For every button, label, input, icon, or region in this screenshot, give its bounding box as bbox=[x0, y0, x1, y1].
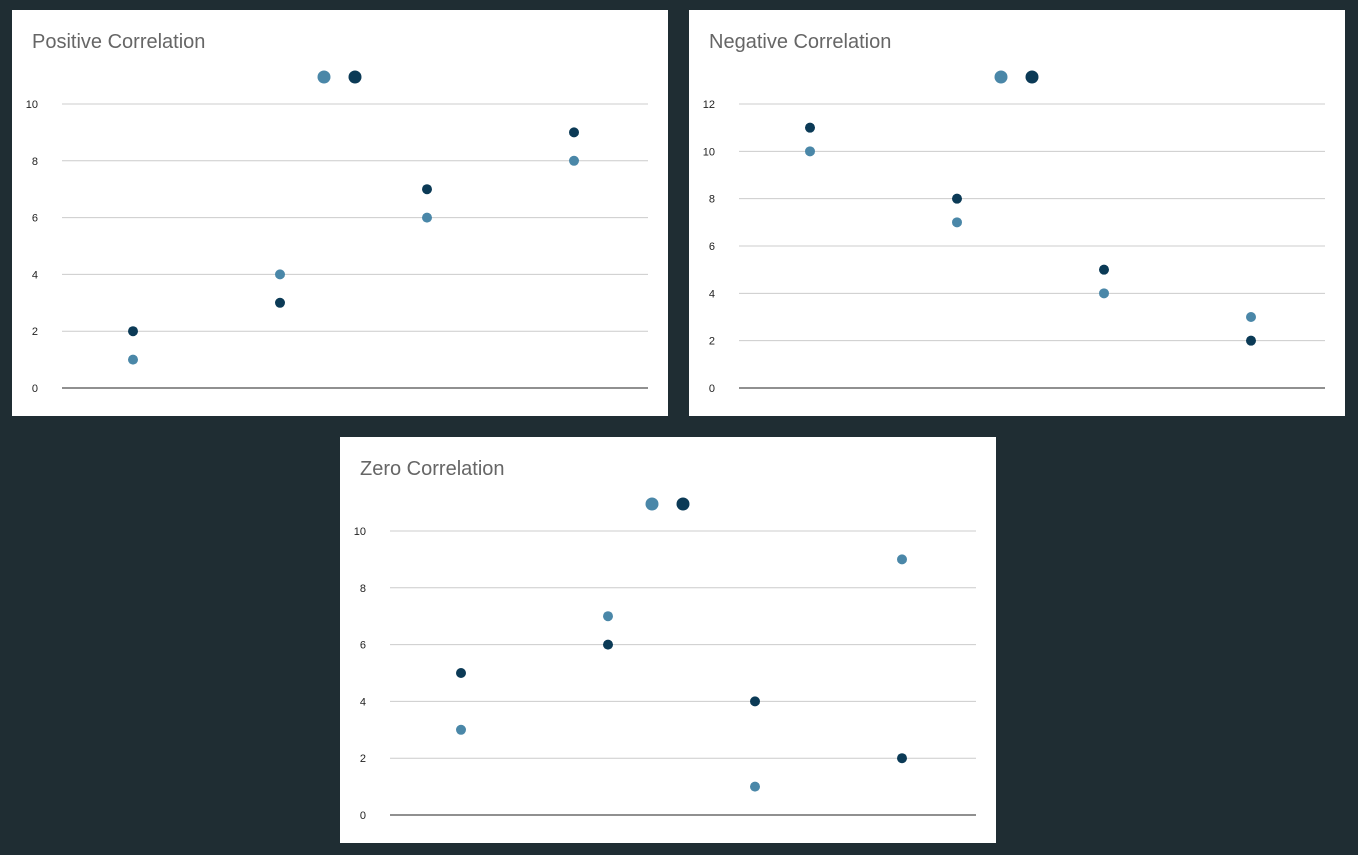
data-point bbox=[805, 122, 815, 133]
y-tick-label: 8 bbox=[360, 583, 366, 595]
data-point bbox=[805, 146, 815, 157]
data-point bbox=[750, 696, 760, 707]
y-tick-label: 6 bbox=[709, 241, 715, 253]
data-point bbox=[275, 297, 285, 308]
y-tick-label: 10 bbox=[703, 146, 715, 158]
chart-title: Positive Correlation bbox=[32, 31, 206, 53]
data-point bbox=[1099, 288, 1109, 299]
data-point bbox=[1246, 312, 1256, 322]
y-tick-label: 12 bbox=[703, 99, 715, 111]
data-point bbox=[1099, 264, 1109, 275]
legend-marker bbox=[645, 497, 659, 511]
data-point bbox=[952, 193, 962, 204]
data-point bbox=[422, 184, 432, 195]
chart-title: Negative Correlation bbox=[709, 31, 892, 53]
y-tick-label: 8 bbox=[32, 156, 38, 168]
chart-plot-area: 0 2 4 6 8 10 12 bbox=[703, 70, 1325, 395]
chart-plot-area: 0 2 4 6 8 10 bbox=[26, 70, 648, 395]
data-point bbox=[128, 354, 138, 365]
legend-marker bbox=[676, 497, 690, 511]
data-point bbox=[275, 269, 285, 280]
data-point bbox=[128, 326, 138, 337]
y-tick-label: 0 bbox=[360, 810, 366, 822]
chart-panel-positive: Positive Correlation 0 2 4 6 8 10 bbox=[12, 10, 668, 416]
data-point bbox=[897, 554, 907, 565]
y-tick-label: 6 bbox=[32, 213, 38, 225]
data-point bbox=[1246, 335, 1256, 346]
chart-plot-area: 0 2 4 6 8 10 bbox=[354, 497, 976, 822]
data-point bbox=[603, 639, 613, 650]
y-tick-label: 4 bbox=[709, 288, 715, 300]
data-point bbox=[897, 753, 907, 764]
chart-title: Zero Correlation bbox=[360, 458, 505, 480]
legend-marker bbox=[994, 70, 1008, 84]
legend-marker bbox=[348, 70, 362, 84]
data-point bbox=[750, 781, 760, 792]
y-tick-label: 8 bbox=[709, 194, 715, 206]
y-tick-label: 6 bbox=[360, 640, 366, 652]
legend-marker bbox=[1025, 70, 1039, 84]
y-tick-label: 2 bbox=[32, 326, 38, 338]
data-point bbox=[569, 127, 579, 138]
y-tick-label: 4 bbox=[32, 269, 38, 281]
data-point bbox=[952, 217, 962, 228]
y-tick-label: 0 bbox=[709, 383, 715, 395]
chart-panel-negative: Negative Correlation 0 2 4 6 8 10 12 bbox=[689, 10, 1345, 416]
data-point bbox=[569, 155, 579, 166]
y-tick-label: 2 bbox=[360, 753, 366, 765]
y-tick-label: 10 bbox=[26, 99, 38, 111]
y-tick-label: 4 bbox=[360, 696, 366, 708]
data-point bbox=[456, 668, 466, 678]
y-tick-label: 0 bbox=[32, 383, 38, 395]
legend-marker bbox=[317, 70, 331, 84]
y-tick-label: 2 bbox=[709, 336, 715, 348]
data-point bbox=[603, 611, 613, 622]
data-point bbox=[456, 724, 466, 735]
y-tick-label: 10 bbox=[354, 526, 366, 538]
data-point bbox=[422, 212, 432, 223]
chart-panel-zero: Zero Correlation 0 2 4 6 8 10 bbox=[340, 437, 996, 843]
